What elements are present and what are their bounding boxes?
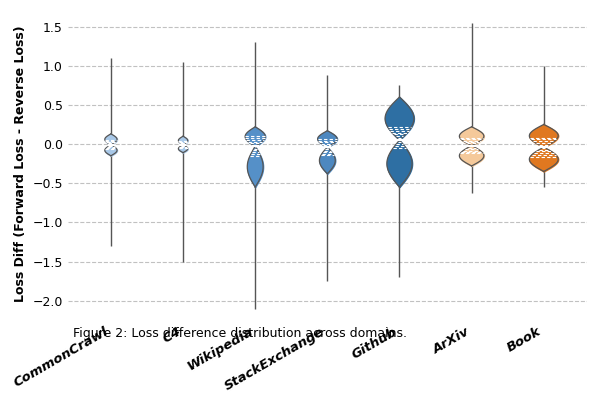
Text: Figure 2: Loss difference distribution across domains.: Figure 2: Loss difference distribution a… xyxy=(73,326,407,340)
Y-axis label: Loss Diff (Forward Loss - Reverse Loss): Loss Diff (Forward Loss - Reverse Loss) xyxy=(14,25,27,302)
